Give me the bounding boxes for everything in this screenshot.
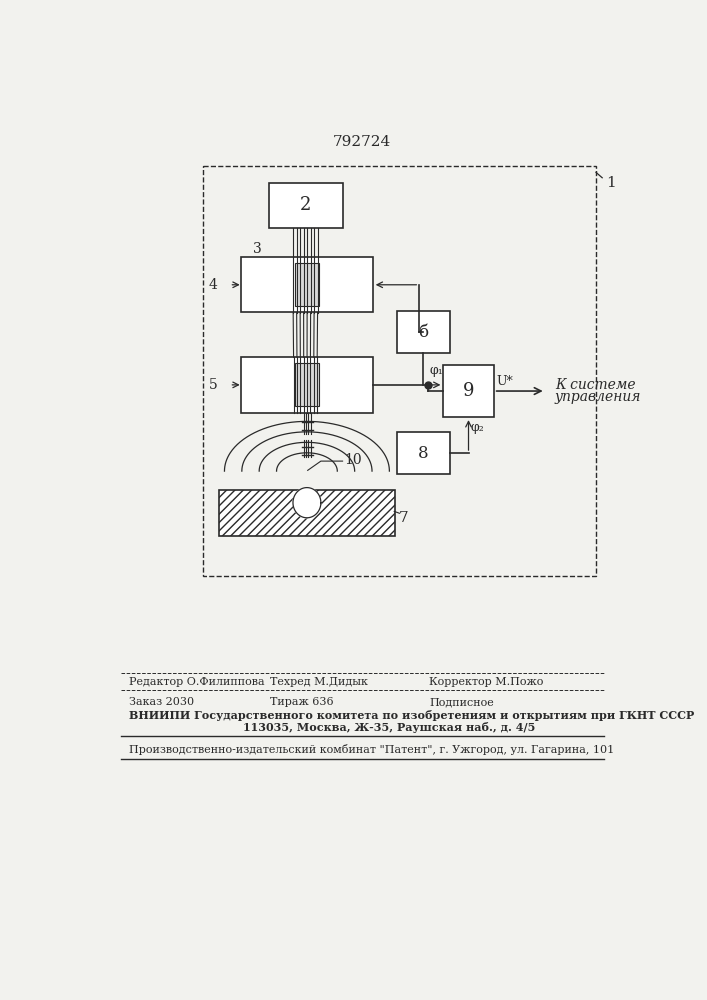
Text: φ₂: φ₂ <box>470 421 484 434</box>
Text: Заказ 2030: Заказ 2030 <box>129 697 194 707</box>
Polygon shape <box>293 488 321 518</box>
Bar <box>269 183 343 228</box>
Text: 5: 5 <box>209 378 218 392</box>
Bar <box>218 490 395 536</box>
Text: 4: 4 <box>209 278 218 292</box>
Bar <box>443 365 493 417</box>
Bar <box>241 257 373 312</box>
Text: U*: U* <box>497 375 513 388</box>
Text: Корректор М.Пожо: Корректор М.Пожо <box>429 677 544 687</box>
Text: Производственно-издательский комбинат "Патент", г. Ужгород, ул. Гагарина, 101: Производственно-издательский комбинат "П… <box>129 744 614 755</box>
Text: 7: 7 <box>398 511 408 525</box>
Text: 10: 10 <box>344 453 362 467</box>
Bar <box>296 263 319 306</box>
Text: Тираж 636: Тираж 636 <box>271 697 334 707</box>
Text: 2: 2 <box>300 196 312 214</box>
Text: 792724: 792724 <box>333 135 391 149</box>
Text: управления: управления <box>555 390 641 404</box>
Bar <box>296 363 319 406</box>
Text: Техред М.Дидык: Техред М.Дидык <box>271 677 368 687</box>
Bar <box>241 357 373 413</box>
Text: б: б <box>418 324 428 341</box>
Text: К системе: К системе <box>555 378 636 392</box>
Text: 113035, Москва, Ж-35, Раушская наб., д. 4/5: 113035, Москва, Ж-35, Раушская наб., д. … <box>243 722 536 733</box>
Text: φ₁: φ₁ <box>429 364 443 377</box>
Text: Подписное: Подписное <box>429 697 494 707</box>
Text: 8: 8 <box>418 445 428 462</box>
Bar <box>397 432 450 474</box>
Text: 9: 9 <box>463 382 474 400</box>
Text: 3: 3 <box>253 242 262 256</box>
Text: 1: 1 <box>606 176 616 190</box>
Bar <box>397 311 450 353</box>
Text: ВНИИПИ Государственного комитета по изобретениям и открытиям при ГКНТ СССР: ВНИИПИ Государственного комитета по изоб… <box>129 710 694 721</box>
Bar <box>203 166 596 576</box>
Text: Редактор О.Филиппова: Редактор О.Филиппова <box>129 677 264 687</box>
